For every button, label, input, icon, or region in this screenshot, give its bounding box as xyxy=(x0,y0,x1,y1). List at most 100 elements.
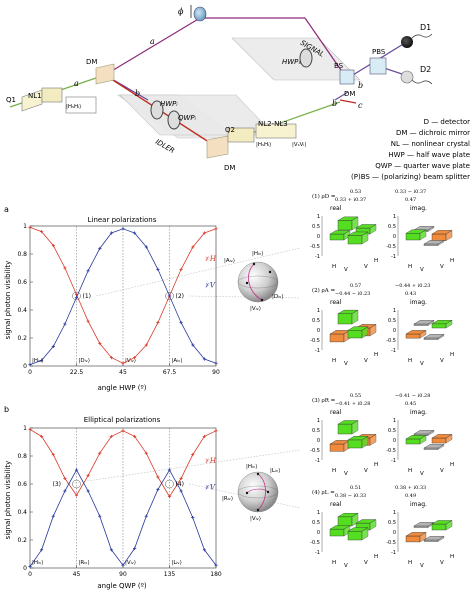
matrix-bar xyxy=(431,323,447,329)
bar-axis-v: V xyxy=(344,563,348,569)
marker-label: (3) xyxy=(53,481,62,488)
density-matrices: (1) ρD = 0.53 0.33 − i0.37 0.33 + i0.37 0.47… xyxy=(310,189,454,569)
bar-axis-h2: H xyxy=(450,258,454,264)
phase-mirror xyxy=(193,6,207,22)
bar-tick-label: -1 xyxy=(315,550,320,556)
matrix-id: (2) ρA = xyxy=(312,287,335,294)
bar-tick-label: 1 xyxy=(393,308,396,314)
matrix-id: (1) ρD = xyxy=(312,193,336,200)
real-bar-plot: 10.50-0.5-1H V VH xyxy=(310,510,378,569)
matrix-bar xyxy=(413,525,429,528)
pbs-label: PBS xyxy=(372,48,386,56)
signal-plane xyxy=(231,37,361,81)
panel-a-xlabel: angle HWP (º) xyxy=(97,384,146,392)
bar-tick-label: -1 xyxy=(391,348,396,354)
matrix-bar-side xyxy=(361,527,369,541)
path-b3-label: b xyxy=(332,99,337,108)
bar-axis-v2: V xyxy=(440,264,444,270)
sphere-a-label-h: |Hᵢᵥ⟩ xyxy=(252,250,263,257)
d1-wire xyxy=(411,33,433,39)
matrix-b: −0.44 + i0.23 xyxy=(395,283,430,289)
bar-tick-label: -0.5 xyxy=(386,448,396,454)
bar-axis-h: H xyxy=(408,560,412,566)
legend-line-4: HWP — half wave plate xyxy=(388,151,470,159)
matrix-bar-side xyxy=(351,420,359,435)
y-tick-label: 0 xyxy=(23,363,27,370)
matrix-bar-side xyxy=(369,324,377,337)
bar-axis-v2: V xyxy=(364,264,368,270)
marker-connector xyxy=(96,247,301,297)
detector-d2 xyxy=(400,70,414,84)
bar-tick-label: 0 xyxy=(317,530,320,536)
matrix-bar-side xyxy=(437,536,445,542)
bar-tick-label: 0 xyxy=(393,438,396,444)
bar-axis-v2: V xyxy=(440,468,444,474)
bar-tick-label: 0 xyxy=(317,234,320,240)
real-bar-plot: 10.50-0.5-1H V VH xyxy=(310,308,378,367)
panel-b-ylabel: signal photon visibility xyxy=(4,461,12,540)
bar-axis-v2: V xyxy=(364,358,368,364)
path-a-label: a xyxy=(150,37,155,46)
state-label: |Dᵢᵥ⟩ xyxy=(79,357,91,364)
real-label: real xyxy=(330,501,342,508)
matrix-bar-side xyxy=(361,435,369,449)
real-bar-plot: 10.50-0.5-1H V VH xyxy=(310,418,378,477)
x-tick-label: 45 xyxy=(119,369,127,376)
x-tick-label: 180 xyxy=(210,571,222,578)
bar-axis-h: H xyxy=(408,468,412,474)
beam-c-red xyxy=(339,99,357,104)
d2-label: D2 xyxy=(420,65,431,74)
matrix-bar-side xyxy=(427,320,435,326)
panel-a-plot: 0 0.2 0.4 0.6 0.8 1 0 22.5 45 67.5 90 |Hᵢᵥ⟩ |Dᵢᵥ⟩ |Vᵢ… xyxy=(17,223,301,376)
bar-axis-v: V xyxy=(420,563,424,569)
path-b-label: b xyxy=(135,89,140,98)
bar-tick-label: 1 xyxy=(317,214,320,220)
matrix-bar xyxy=(329,528,345,537)
imag-label: imag. xyxy=(410,205,427,212)
y-tick-label: 0.2 xyxy=(17,537,27,544)
bar-axis-h2: H xyxy=(450,462,454,468)
sphere-b-label-l: |Lᵢᵥ⟩ xyxy=(270,467,280,474)
matrix-bar-side xyxy=(437,334,445,340)
matrix-bar-side xyxy=(445,434,453,444)
bar-tick-label: 0 xyxy=(393,328,396,334)
matrix-bar xyxy=(405,233,421,241)
bar-tick-label: 0.5 xyxy=(388,318,396,324)
bar-axis-h: H xyxy=(332,560,336,566)
bar-tick-label: 1 xyxy=(393,418,396,424)
bar-axis-h2: H xyxy=(374,554,378,560)
imag-bar-plot: 10.50-0.5-1H V VH xyxy=(386,418,454,477)
state-label: |Lᵢᵥ⟩ xyxy=(172,559,182,566)
pbs-cube xyxy=(369,57,387,75)
imag-label: imag. xyxy=(410,299,427,306)
bar-axis-v: V xyxy=(344,361,348,367)
real-label: real xyxy=(330,409,342,416)
marker-circle xyxy=(165,291,174,301)
marker-label: (2) xyxy=(176,293,185,300)
series-label: 𝒱V xyxy=(204,484,216,492)
matrix-bar-side xyxy=(369,224,377,235)
bar-axis-h2: H xyxy=(450,352,454,358)
matrix-bar xyxy=(431,437,447,444)
matrix-bar-side xyxy=(419,229,427,241)
matrix-c: −0.44 − i0.23 xyxy=(335,291,370,297)
dm-top-block xyxy=(95,63,115,85)
bar-tick-label: 0 xyxy=(393,530,396,536)
bar-tick-label: 1 xyxy=(393,214,396,220)
detector-d1 xyxy=(401,36,413,48)
legend-line-5: QWP — quarter wave plate xyxy=(375,162,470,170)
state-label: |Aᵢᵥ⟩ xyxy=(172,357,183,364)
bar-tick-label: 0.5 xyxy=(312,520,320,526)
bar-tick-label: 1 xyxy=(393,510,396,516)
matrix-bar-side xyxy=(369,519,377,531)
matrix-bar xyxy=(431,233,447,241)
bar-tick-label: -0.5 xyxy=(386,338,396,344)
sphere-a-label-a: |Aᵢᵥ⟩ xyxy=(224,257,235,264)
idler-label: IDLER xyxy=(154,138,176,155)
nl23-crystal xyxy=(227,123,297,143)
y-tick-label: 0.6 xyxy=(17,279,27,286)
bar-axis-h: H xyxy=(408,358,412,364)
marker-label: (1) xyxy=(83,293,92,300)
imag-bar-plot: 10.50-0.5-1H V VH xyxy=(386,214,454,273)
nl23-label: NL2-NL3 xyxy=(258,120,288,128)
